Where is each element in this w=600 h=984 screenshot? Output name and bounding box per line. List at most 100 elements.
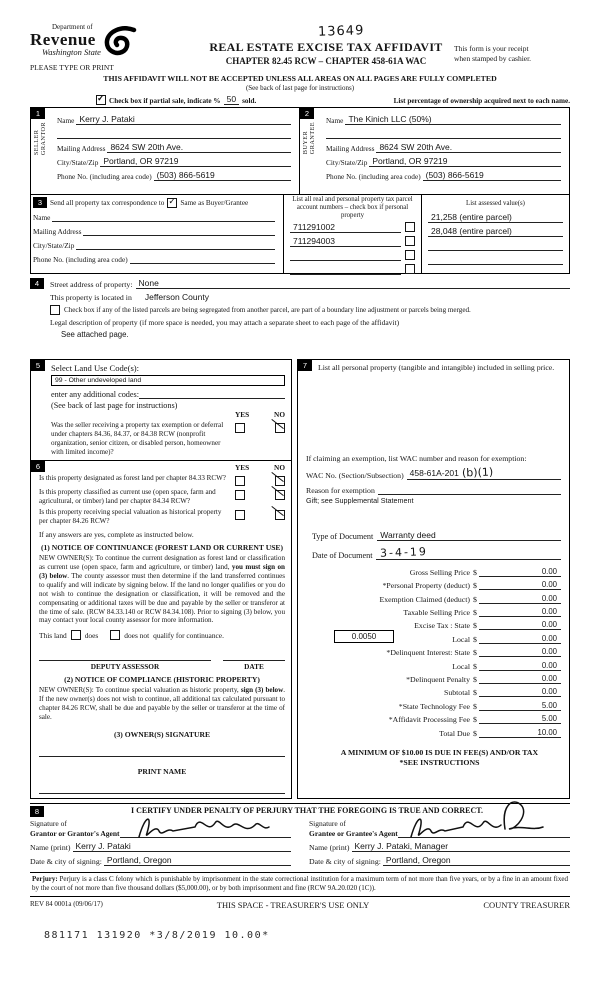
buyer-citystate-field[interactable]: Portland, OR 97219 xyxy=(369,156,561,167)
grantor-date-city-field[interactable]: Portland, Oregon xyxy=(103,855,291,866)
legal-description-value[interactable]: See attached page. xyxy=(61,330,129,339)
grantee-name-print-field[interactable]: Kerry J. Pataki, Manager xyxy=(351,841,570,852)
fee-label-total-due: Total Due xyxy=(439,728,470,738)
corr-mailing-label: Mailing Address xyxy=(33,227,82,236)
fee-field-processing-fee[interactable]: 5.00 xyxy=(478,714,561,725)
revenue-swirl-icon xyxy=(103,26,137,58)
parcel-numbers-header: List all real and personal property tax … xyxy=(292,196,413,219)
corr-phone-field[interactable] xyxy=(129,253,275,264)
grantee-date-city-field[interactable]: Portland, Oregon xyxy=(382,855,570,866)
additional-codes-field[interactable] xyxy=(138,388,285,399)
fee-field-local[interactable]: 0.00 xyxy=(478,634,561,644)
current-use-yes-checkbox[interactable] xyxy=(235,490,245,501)
see-back-note: (See back of last page for instructions) xyxy=(245,84,355,92)
section-6-number: 6 xyxy=(31,461,45,473)
located-in-field[interactable]: Jefferson County xyxy=(144,292,209,302)
corr-mailing-field[interactable] xyxy=(83,225,275,236)
parcel-personal-checkbox-1[interactable] xyxy=(405,222,415,233)
land-use-code-select[interactable]: 99 - Other undeveloped land xyxy=(51,375,285,386)
assessed-field-1[interactable]: 21,258 (entire parcel) xyxy=(428,212,563,223)
grantor-signature-line[interactable] xyxy=(119,825,291,838)
fee-label-tech-fee: *State Technology Fee xyxy=(398,701,470,711)
forest-yes-checkbox[interactable] xyxy=(235,476,245,487)
partial-sale-percent-field[interactable]: 50 xyxy=(223,94,240,105)
buyer-extra-name-field[interactable] xyxy=(326,128,561,139)
doc-date-field[interactable]: 3-4-19 xyxy=(376,545,561,560)
segregated-checkbox[interactable] xyxy=(50,305,60,315)
fee-label-exemption: Exemption Claimed (deduct) xyxy=(379,594,470,604)
fee-field-total-due[interactable]: 10.00 xyxy=(478,728,561,738)
fee-label-local: Local xyxy=(452,634,470,644)
fee-field-personal[interactable]: 0.00 xyxy=(478,580,561,591)
assessed-field-4[interactable] xyxy=(428,254,563,265)
owner-signature-line-1[interactable] xyxy=(39,743,285,758)
historical-no-checkbox[interactable] xyxy=(275,510,285,521)
wac-field[interactable]: 458-61A-201 (b)(1) xyxy=(406,465,561,480)
parcel-field-4[interactable] xyxy=(290,264,401,276)
partial-sale-sold: sold. xyxy=(242,97,257,105)
buyer-citystate-label: City/State/Zip xyxy=(326,158,368,167)
fee-field-exemption[interactable]: 0.00 xyxy=(478,594,561,604)
grantor-signature-block: Signature of Grantor or Grantor's Agent … xyxy=(30,818,291,866)
same-as-buyer-checkbox[interactable] xyxy=(167,196,178,208)
assessed-field-3[interactable] xyxy=(428,240,563,251)
qualify-label: qualify for continuance. xyxy=(153,630,224,640)
street-address-field[interactable]: None xyxy=(135,278,570,289)
forest-no-checkbox[interactable] xyxy=(275,476,285,487)
deferral-yes-checkbox[interactable] xyxy=(235,423,245,433)
land-does-not-checkbox[interactable] xyxy=(110,630,121,641)
seller-extra-name-field[interactable] xyxy=(57,128,291,139)
deputy-date-line[interactable] xyxy=(223,652,285,662)
corr-name-label: Name xyxy=(33,213,51,222)
deferral-no-checkbox[interactable] xyxy=(275,423,285,433)
section-5-number: 5 xyxy=(31,360,45,371)
deputy-assessor-signature-line[interactable] xyxy=(39,652,211,662)
seller-mailing-field[interactable]: 8624 SW 20th Ave. xyxy=(107,142,291,153)
doc-type-field[interactable]: Warranty deed xyxy=(377,530,561,541)
fee-field-penalty[interactable]: 0.00 xyxy=(478,674,561,685)
assessed-field-2[interactable]: 28,048 (entire parcel) xyxy=(428,226,563,237)
fee-field-excise-state[interactable]: 0.00 xyxy=(478,620,561,631)
personal-property-blank-area[interactable] xyxy=(318,374,561,454)
partial-sale-checkbox[interactable] xyxy=(96,93,106,105)
seller-phone-field[interactable]: (503) 866-5619 xyxy=(153,170,291,181)
buyer-phone-field[interactable]: (503) 866-5619 xyxy=(422,170,561,181)
exemption-note: If claiming an exemption, list WAC numbe… xyxy=(306,453,527,463)
buyer-name-field[interactable]: The Kinich LLC (50%) xyxy=(345,114,561,125)
historical-question: Is this property receiving special valua… xyxy=(39,508,222,526)
grantor-sig-of-label: Signature of xyxy=(30,819,67,829)
owner-print-name-line[interactable] xyxy=(39,780,285,795)
parcel-personal-checkbox-2[interactable] xyxy=(405,236,415,247)
not-accepted-warning: THIS AFFIDAVIT WILL NOT BE ACCEPTED UNLE… xyxy=(103,74,497,83)
fee-field-taxable[interactable]: 0.00 xyxy=(478,607,561,618)
fee-field-delinquent-local[interactable]: 0.00 xyxy=(478,661,561,671)
parcel-field-1[interactable]: 711291002 xyxy=(290,222,401,234)
fee-label-personal: *Personal Property (deduct) xyxy=(382,581,470,591)
please-type-or-print: PLEASE TYPE OR PRINT xyxy=(30,63,114,72)
buyer-mailing-field[interactable]: 8624 SW 20th Ave. xyxy=(376,142,561,153)
fee-field-tech-fee[interactable]: 5.00 xyxy=(478,701,561,711)
parcel-field-3[interactable] xyxy=(290,250,401,262)
parcel-field-2[interactable]: 711294003 xyxy=(290,236,401,248)
notice-compliance-text: NEW OWNER(S): To continue special valuat… xyxy=(39,686,286,722)
seller-citystate-field[interactable]: Portland, OR 97219 xyxy=(100,156,291,167)
corr-name-field[interactable] xyxy=(52,211,275,222)
grantor-name-print-field[interactable]: Kerry J. Pataki xyxy=(72,841,291,852)
send-correspondence-label: Send all property tax correspondence to xyxy=(50,198,165,207)
grantee-signature-line[interactable] xyxy=(397,825,570,838)
reason-field[interactable] xyxy=(377,493,561,495)
fee-field-gross[interactable]: 0.00 xyxy=(478,567,561,577)
parcel-personal-checkbox-4[interactable] xyxy=(405,264,415,275)
no-header-2: NO xyxy=(274,463,285,473)
corr-citystate-field[interactable] xyxy=(76,239,275,250)
historical-yes-checkbox[interactable] xyxy=(235,510,245,521)
buyer-mailing-label: Mailing Address xyxy=(326,144,375,153)
current-use-no-checkbox[interactable] xyxy=(275,490,285,501)
parcel-personal-checkbox-3[interactable] xyxy=(405,250,415,261)
seller-name-field[interactable]: Kerry J. Pataki xyxy=(76,114,291,125)
fee-field-subtotal[interactable]: 0.00 xyxy=(478,687,561,698)
located-in-label: This property is located in xyxy=(50,293,132,302)
fee-field-delinquent-state[interactable]: 0.00 xyxy=(478,647,561,658)
land-does-checkbox[interactable] xyxy=(70,630,81,641)
